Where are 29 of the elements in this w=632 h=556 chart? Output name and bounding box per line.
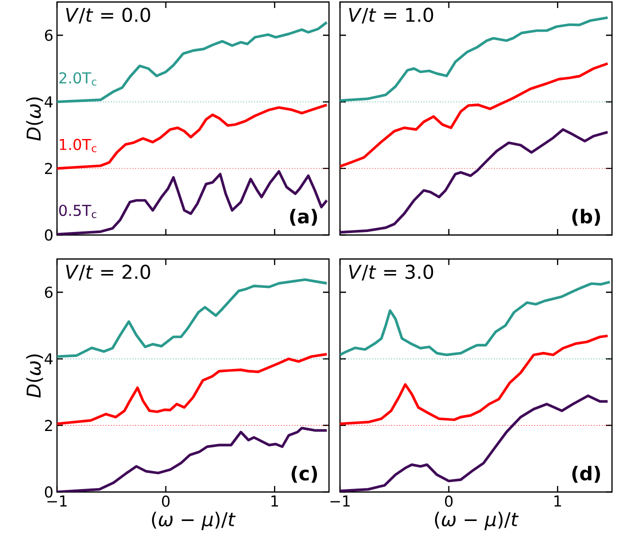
- y-tick-label: 4: [44, 353, 53, 364]
- x-tick-label: −1: [48, 496, 67, 506]
- series-label: 2.0T$_{c}$: [59, 72, 96, 86]
- x-tick-label: 1: [554, 496, 561, 506]
- y-tick-label: 0: [44, 229, 52, 241]
- x-tick-label: 0: [445, 496, 453, 507]
- x-tick-label: 0: [162, 496, 170, 507]
- series-label: 0.5T$_{c}$: [59, 204, 96, 218]
- y-axis-title: D(ω): [26, 97, 44, 141]
- x-tick-label: −1: [330, 496, 350, 506]
- y-tick-label: 2: [45, 420, 52, 431]
- y-tick-label: 6: [44, 30, 53, 41]
- y-tick-label: 6: [44, 286, 53, 298]
- annotation: V/t = 1.0: [349, 8, 434, 24]
- annotation: (b): [572, 208, 600, 226]
- y-tick-label: 2: [45, 162, 52, 174]
- annotation: V/t = 0.0: [66, 8, 150, 24]
- x-axis-title: (ω − μ)/t: [435, 512, 519, 530]
- x-axis-title: (ω − μ)/t: [152, 512, 236, 530]
- annotation: (c): [292, 466, 318, 483]
- x-tick-label: 1: [271, 496, 278, 506]
- series-label: 1.0T$_{c}$: [60, 138, 96, 152]
- y-axis-title: D(ω): [26, 354, 44, 398]
- y-tick-label: 4: [44, 96, 53, 108]
- y-tick-label: 0: [44, 486, 52, 498]
- annotation: (a): [290, 208, 318, 226]
- annotation: V/t = 3.0: [349, 264, 434, 281]
- annotation: (d): [572, 466, 600, 483]
- annotation: V/t = 2.0: [66, 264, 150, 281]
